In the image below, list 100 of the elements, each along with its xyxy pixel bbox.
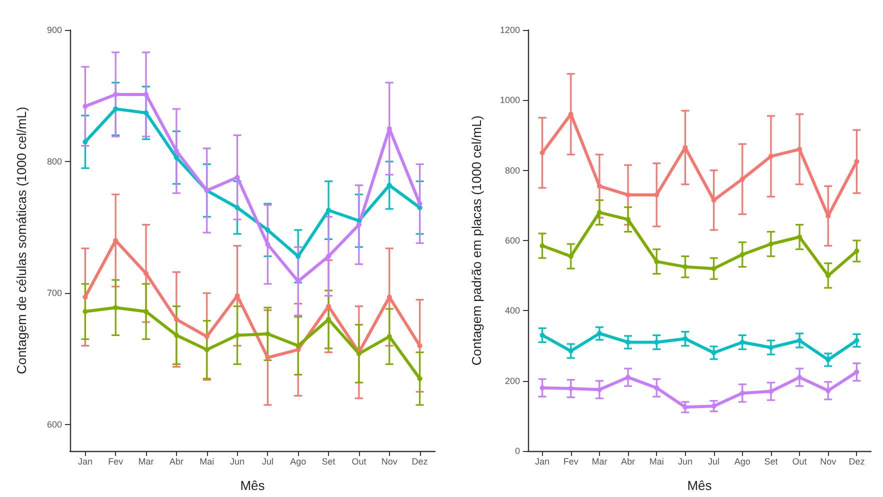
- point: [797, 374, 802, 380]
- x-axis-title: Mês: [687, 478, 712, 493]
- point: [596, 184, 602, 189]
- x-tick-label: Out: [792, 456, 808, 466]
- y-tick-label: 200: [504, 376, 520, 386]
- x-tick-label: Set: [322, 456, 336, 466]
- point: [682, 264, 688, 270]
- point: [417, 343, 422, 348]
- point: [386, 182, 392, 188]
- point: [417, 201, 422, 206]
- point: [174, 148, 179, 154]
- point: [265, 355, 270, 360]
- x-axis-title: Mês: [240, 478, 266, 493]
- point: [711, 350, 716, 356]
- y-tick-label: 0: [514, 446, 520, 456]
- point: [82, 104, 88, 109]
- y-tick-label: 800: [504, 165, 520, 176]
- y-tick-label: 400: [504, 306, 520, 316]
- point: [417, 376, 422, 382]
- point: [82, 294, 88, 300]
- point: [711, 404, 716, 409]
- point: [568, 386, 574, 392]
- x-tick-label: Set: [764, 456, 778, 466]
- y-tick-label: 700: [46, 288, 62, 298]
- x-tick-label: Ago: [734, 456, 750, 466]
- y-tick-label: 1200: [500, 25, 520, 35]
- x-tick-label: Fev: [108, 456, 124, 466]
- point: [568, 348, 574, 354]
- point: [204, 347, 210, 352]
- point: [797, 338, 802, 343]
- point: [296, 254, 301, 259]
- point: [540, 150, 545, 156]
- x-tick-label: Dez: [412, 456, 428, 466]
- point: [174, 155, 179, 160]
- point: [626, 374, 631, 380]
- point: [82, 139, 88, 144]
- y-tick-label: 1000: [500, 95, 520, 106]
- x-tick-label: Jan: [535, 456, 550, 466]
- x-tick-label: Nov: [820, 456, 837, 466]
- point: [654, 259, 660, 264]
- x-tick-label: Jul: [262, 456, 274, 466]
- point: [265, 331, 270, 336]
- point: [113, 106, 118, 112]
- point: [568, 254, 574, 259]
- y-tick-label: 600: [46, 420, 62, 430]
- x-tick-label: Dez: [848, 456, 866, 466]
- x-tick-label: Jul: [708, 456, 720, 466]
- x-tick-label: Mai: [649, 456, 664, 466]
- x-tick-label: Mai: [200, 456, 214, 466]
- point: [540, 332, 545, 338]
- x-tick-label: Nov: [381, 456, 398, 466]
- point: [740, 176, 745, 182]
- point: [682, 404, 688, 410]
- point: [682, 336, 688, 342]
- point: [204, 334, 210, 340]
- point: [174, 316, 179, 322]
- point: [626, 216, 631, 222]
- point: [144, 270, 149, 276]
- point: [356, 222, 362, 228]
- x-tick-label: Jan: [78, 456, 92, 466]
- point: [596, 210, 602, 215]
- point: [296, 343, 301, 348]
- x-tick-label: Jun: [678, 456, 692, 466]
- x-tick-label: Mar: [138, 456, 154, 466]
- x-tick-label: Mar: [592, 456, 608, 466]
- point: [768, 242, 774, 247]
- point: [626, 192, 631, 198]
- point: [797, 146, 802, 152]
- point: [854, 159, 860, 164]
- point: [654, 385, 660, 390]
- point: [768, 154, 774, 159]
- point: [326, 254, 332, 259]
- point: [144, 92, 149, 97]
- point: [540, 243, 545, 248]
- point: [826, 357, 831, 362]
- x-tick-label: Fev: [563, 456, 579, 466]
- x-tick-label: Abr: [169, 456, 184, 466]
- point: [82, 309, 88, 314]
- x-tick-label: Ago: [290, 456, 306, 466]
- point: [711, 198, 716, 203]
- point: [265, 242, 270, 247]
- point: [234, 174, 240, 180]
- y-tick-label: 600: [504, 236, 520, 246]
- point: [596, 330, 602, 336]
- point: [740, 390, 745, 396]
- point: [144, 309, 149, 314]
- point: [711, 266, 716, 272]
- x-tick-label: Abr: [621, 456, 636, 466]
- point: [854, 248, 860, 254]
- point: [234, 205, 240, 210]
- point: [768, 345, 774, 350]
- x-tick-label: Out: [352, 456, 367, 466]
- point: [740, 340, 745, 345]
- point: [326, 208, 332, 213]
- point: [386, 334, 392, 340]
- point: [854, 338, 860, 343]
- point: [265, 227, 270, 232]
- y-tick-label: 900: [46, 25, 62, 35]
- point: [797, 234, 802, 240]
- x-tick-label: Jun: [230, 456, 245, 466]
